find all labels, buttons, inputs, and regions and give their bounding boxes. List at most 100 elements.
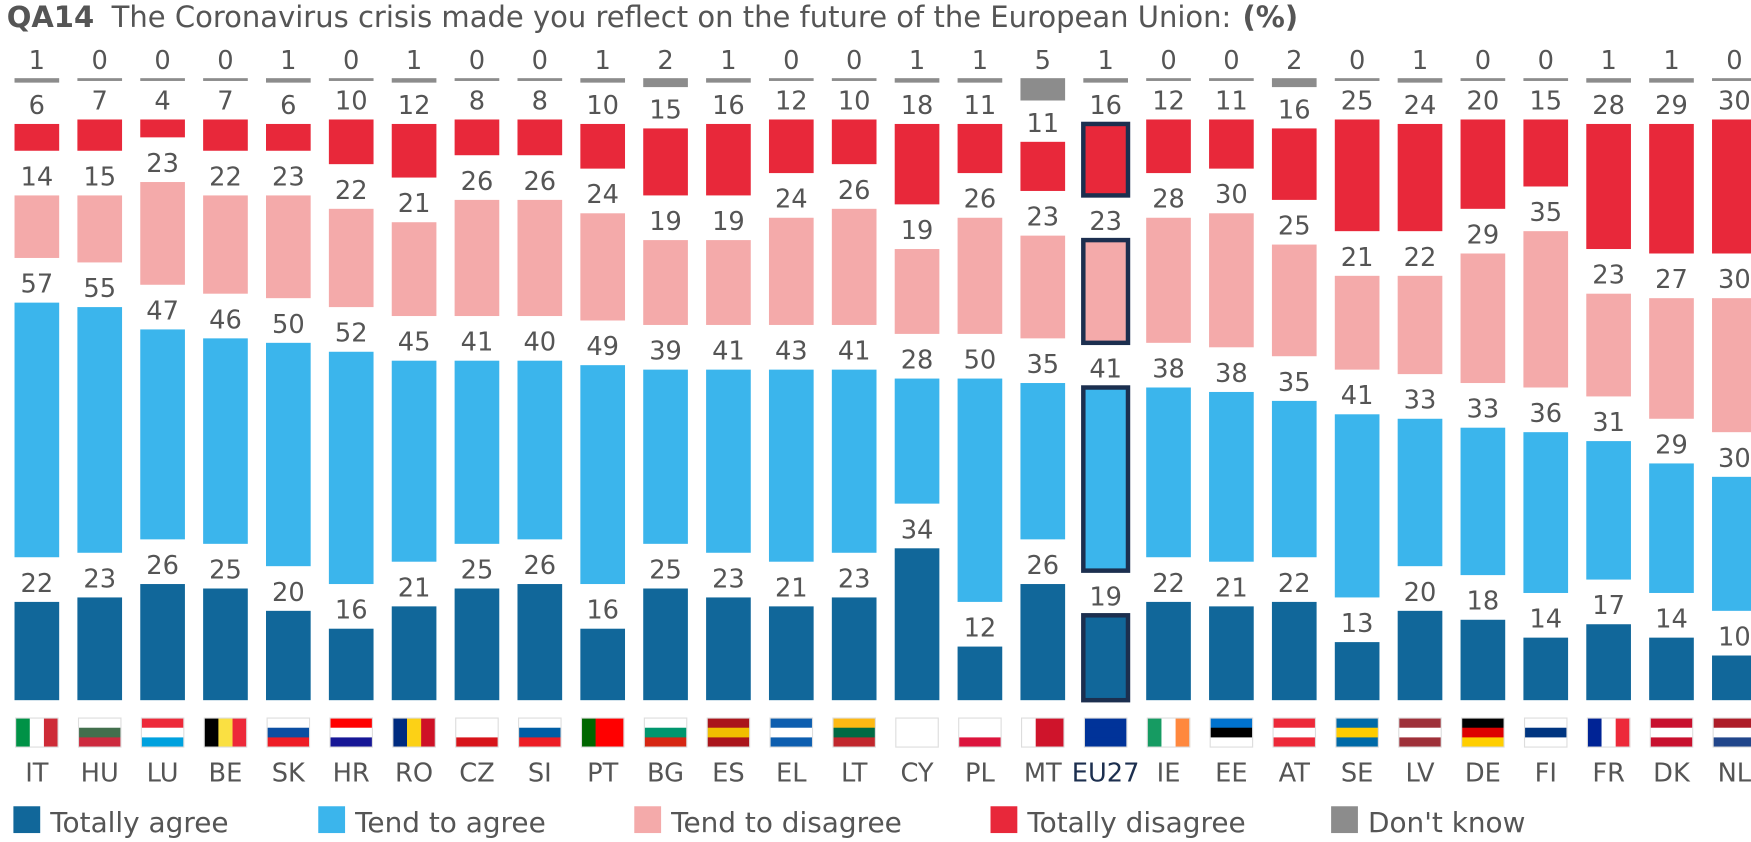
value-label: 41 [1341, 381, 1374, 411]
flag-stripe [1273, 727, 1316, 738]
bar-segment [1712, 78, 1751, 81]
bar-segment [894, 378, 940, 504]
bar-segment [1020, 383, 1066, 540]
flag-stripe [1601, 718, 1617, 748]
bar-segment [1020, 584, 1066, 701]
bar-segment [203, 338, 248, 544]
flag [1272, 717, 1317, 748]
bar-segment [517, 199, 563, 317]
bar-segment [517, 78, 563, 81]
flag-stripe [770, 727, 813, 738]
value-label: 8 [469, 86, 485, 116]
x-tick-label: ES [712, 759, 745, 789]
bar-segment [1649, 78, 1694, 83]
x-tick-label: IE [1157, 759, 1181, 789]
value-label: 25 [1341, 86, 1374, 116]
flag [266, 717, 311, 748]
bar-segment [1460, 119, 1506, 209]
value-label: 23 [272, 162, 305, 192]
bar-segment [1334, 414, 1380, 598]
value-label: 17 [1592, 591, 1625, 621]
value-label: 50 [272, 310, 305, 340]
value-label: 11 [1026, 109, 1059, 139]
value-label: 21 [1215, 573, 1248, 603]
flag-stripe [421, 718, 436, 748]
x-tick-label: PL [965, 759, 995, 789]
value-label: 26 [461, 167, 494, 197]
flag-stripe [392, 718, 408, 748]
bar-segment [1209, 119, 1254, 169]
value-label: 16 [1278, 95, 1311, 125]
value-label: 18 [1467, 587, 1500, 617]
bar-segment [203, 78, 248, 81]
bar-segment [1020, 141, 1066, 191]
value-label: 30 [1718, 265, 1751, 295]
value-label: 39 [649, 337, 682, 367]
x-tick-label: NL [1718, 759, 1751, 789]
x-tick-label: EE [1215, 759, 1247, 789]
flag [15, 717, 59, 748]
bar-segment [768, 119, 814, 174]
flag-border [1712, 717, 1751, 748]
x-tick-label: EL [776, 759, 807, 789]
x-tick-label: SI [528, 759, 552, 789]
value-label: 1 [972, 46, 988, 76]
bar-segment [77, 307, 123, 553]
bar-segment [643, 240, 688, 325]
value-label: 21 [398, 573, 431, 603]
x-tick-label: SE [1341, 759, 1374, 789]
x-tick-label: BE [209, 759, 243, 789]
flag-stripe [1147, 718, 1162, 748]
flag-stripe [329, 727, 373, 738]
flag-border [266, 717, 311, 748]
x-tick-label: CY [900, 759, 933, 789]
bar-segment [1334, 642, 1380, 701]
value-label: 15 [649, 95, 682, 125]
flag [643, 717, 688, 748]
value-label: 21 [775, 573, 808, 603]
legend-swatch [1331, 806, 1358, 834]
value-label: 14 [1655, 605, 1688, 635]
value-label: 21 [1341, 243, 1374, 273]
value-label: 45 [398, 328, 431, 358]
value-label: 0 [1475, 46, 1491, 76]
bar-segment [957, 646, 1003, 701]
bar-segment [266, 610, 311, 701]
value-label: 4 [154, 86, 170, 116]
bar-segment [1081, 613, 1131, 703]
flag-stripe [78, 727, 121, 738]
flag [580, 717, 625, 748]
flag-stripe [141, 737, 184, 748]
flag-stripe [1615, 718, 1631, 748]
value-label: 7 [92, 86, 108, 116]
bar-segment [1146, 217, 1191, 343]
bar-segment [957, 378, 1003, 602]
flag-border [832, 717, 876, 748]
value-label: 55 [83, 274, 116, 304]
flag-stripe [895, 737, 939, 748]
bar-segment [1460, 253, 1506, 384]
bar-segment [1523, 231, 1569, 388]
value-label: 26 [1026, 551, 1059, 581]
value-label: 23 [838, 564, 871, 594]
flag [1398, 717, 1442, 748]
value-label: 15 [1529, 86, 1562, 116]
value-label: 10 [1718, 622, 1751, 652]
bar-segment [1586, 123, 1631, 250]
value-label: 28 [1152, 185, 1185, 215]
flag-stripe [407, 718, 422, 748]
bar-segment [1020, 235, 1066, 339]
value-label: 0 [217, 46, 233, 76]
bar-segment [391, 360, 437, 562]
flag-stripe [1021, 718, 1037, 748]
flag-stripe [15, 718, 31, 748]
value-label: 2 [1286, 46, 1302, 76]
flag-stripe [1398, 727, 1442, 738]
x-tick-label: IT [25, 759, 49, 789]
bar-segment [14, 78, 60, 83]
value-label: 26 [146, 551, 179, 581]
bar-segment [77, 78, 123, 81]
value-label: 27 [1655, 265, 1688, 295]
bar-segment [391, 606, 437, 701]
value-label: 14 [21, 162, 54, 192]
